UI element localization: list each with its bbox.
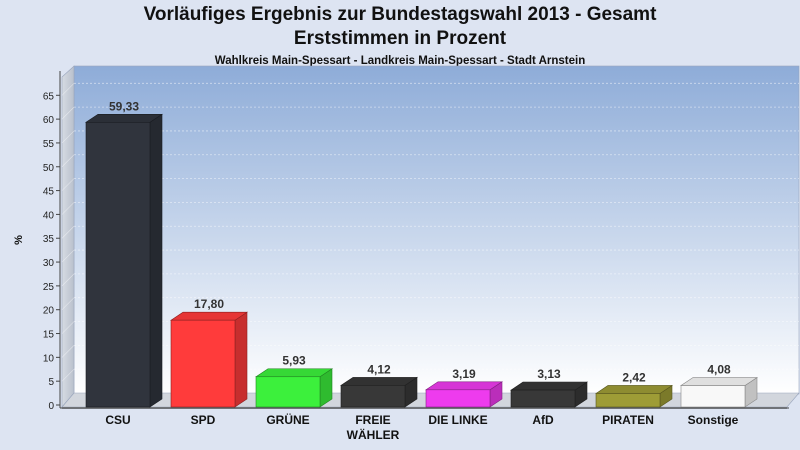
gridline-side <box>61 249 75 263</box>
value-label: 3,19 <box>452 367 476 381</box>
y-tick-label: 35 <box>43 234 55 245</box>
category-label: Sonstige <box>688 413 739 427</box>
gridline-side <box>61 321 75 334</box>
category-label: WÄHLER <box>347 427 400 442</box>
bar-front <box>170 319 236 408</box>
gridline-side <box>61 106 75 120</box>
category-label: GRÜNE <box>266 412 309 427</box>
bar-top <box>340 377 418 386</box>
y-tick-label: 65 <box>43 91 55 102</box>
chart-subtitle: Erststimmen in Prozent <box>293 28 507 49</box>
bar-die-linke <box>425 381 503 408</box>
bar-csu <box>85 113 163 408</box>
bar-freie-w-hler <box>340 376 418 408</box>
bar-piraten <box>595 384 673 408</box>
bar-top <box>170 311 248 321</box>
value-label: 5,93 <box>282 354 306 368</box>
bar-top <box>425 381 503 391</box>
bar-top <box>85 114 163 123</box>
bar-front <box>85 122 151 408</box>
bar-side <box>149 113 163 408</box>
category-label: PIRATEN <box>602 413 654 427</box>
bar-side <box>234 311 248 408</box>
y-tick-label: 25 <box>43 282 55 293</box>
value-label: 17,80 <box>194 297 224 311</box>
y-tick-label: 55 <box>43 139 55 150</box>
bar-top <box>255 368 333 378</box>
chart-title: Vorläufiges Ergebnis zur Bundestagswahl … <box>143 4 657 25</box>
value-label: 59,33 <box>109 99 139 113</box>
bar-top <box>595 385 673 394</box>
category-label: DIE LINKE <box>428 413 487 427</box>
y-axis-label: % <box>13 235 25 245</box>
gridline-side <box>61 345 75 358</box>
value-label: 4,12 <box>367 362 391 376</box>
bar-front <box>340 385 406 408</box>
value-label: 4,08 <box>707 363 731 377</box>
chart-region-subtitle: Wahlkreis Main-Spessart - Landkreis Main… <box>214 55 586 67</box>
bar-spd <box>170 311 248 408</box>
gridline-side <box>61 273 75 287</box>
gridline-side <box>61 368 75 382</box>
bar-top <box>510 381 588 391</box>
y-tick-label: 20 <box>43 306 55 317</box>
y-tick-label: 15 <box>43 330 55 341</box>
y-tick-label: 45 <box>43 187 55 198</box>
y-tick-label: 60 <box>43 115 55 126</box>
y-tick-label: 40 <box>43 210 55 221</box>
bar-front <box>510 389 576 408</box>
category-label: SPD <box>191 413 216 427</box>
bar-front <box>595 393 661 408</box>
gridline-side <box>61 178 75 191</box>
gridline-side <box>61 226 75 239</box>
category-label: FREIE <box>355 413 390 427</box>
gridline-side <box>61 202 75 215</box>
y-tick-label: 50 <box>43 163 55 174</box>
category-label: CSU <box>105 413 130 427</box>
bar-front <box>425 389 491 408</box>
y-tick-label: 10 <box>43 353 55 364</box>
gridline-side <box>61 297 75 310</box>
bar-afd <box>510 381 588 408</box>
y-tick-label: 30 <box>43 258 55 269</box>
category-label: AfD <box>532 413 554 427</box>
value-label: 3,13 <box>537 367 561 381</box>
bar-gr-ne <box>255 368 333 408</box>
y-tick-label: 5 <box>48 377 54 388</box>
gridline-side <box>61 154 75 167</box>
gridline-side <box>61 130 75 144</box>
value-label: 2,42 <box>622 370 646 384</box>
bar-top <box>680 377 758 386</box>
bar-front <box>680 385 746 408</box>
y-tick-label: 0 <box>48 401 54 412</box>
bar-sonstige <box>680 376 758 408</box>
bar-front <box>255 376 321 408</box>
gridline-side <box>61 83 75 96</box>
